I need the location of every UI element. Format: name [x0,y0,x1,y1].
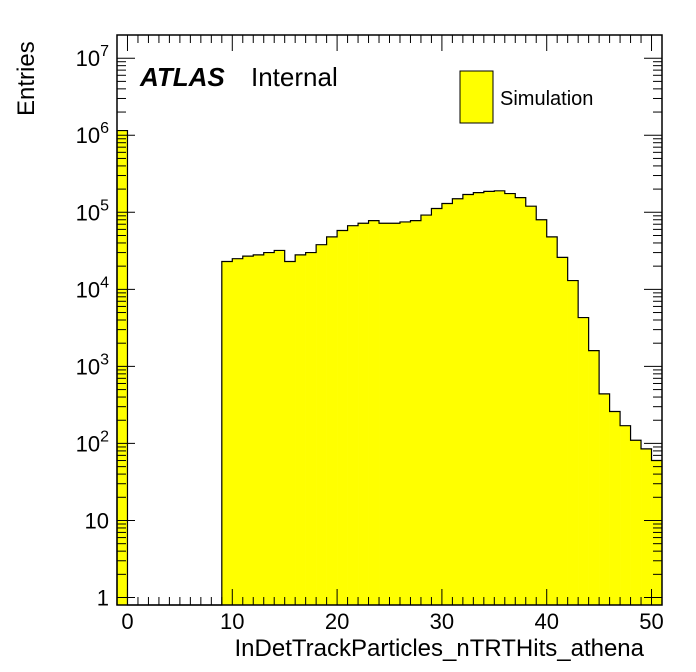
histogram-bars [117,130,663,606]
histogram-bar [263,252,275,605]
histogram-bar [117,130,128,605]
histogram-bar [515,197,527,605]
y-tick-label: 102 [76,428,109,456]
histogram-bar [578,317,589,605]
y-tick-label: 103 [76,351,109,379]
histogram-bar [316,244,327,605]
histogram-bar [253,254,265,606]
histogram-bar [609,411,621,605]
histogram-bar [420,215,432,606]
histogram-bar [452,198,464,605]
histogram-bar [295,254,306,606]
histogram-bar [536,219,548,605]
y-axis-title: Entries [13,41,40,116]
histogram-bar [483,191,495,605]
x-tick-label: 40 [534,609,558,634]
histogram-bar [305,252,317,605]
histogram-bar [221,261,233,605]
histogram-bar [462,194,474,606]
histogram-bar [431,208,443,606]
legend: Simulation [459,70,593,124]
histogram-bar [368,220,380,605]
histogram-bar [546,236,558,606]
histogram-bar [567,280,579,605]
histogram-bar [494,190,506,606]
y-tick-label: 104 [76,274,109,302]
histogram-outline [116,129,662,606]
histogram-bar [337,230,348,605]
legend-swatch [459,70,494,124]
axis-ticks [116,34,663,605]
histogram-bar [358,223,369,605]
y-tick-label: 10 [85,508,109,533]
histogram-bar [326,236,338,606]
histogram-bar [630,440,642,605]
histogram-bar [274,250,285,606]
histogram-bar [641,448,652,605]
histogram-bar [599,393,610,605]
atlas-internal-label: Internal [251,62,338,92]
x-tick-label: 30 [430,609,454,634]
histogram-bar [620,425,631,605]
x-axis-title: InDetTrackParticles_nTRTHits_athena [235,635,645,662]
histogram-bar [441,203,453,605]
histogram-bar [284,261,296,605]
histogram-bar [232,258,244,605]
histogram-bar [525,206,537,605]
histogram-bar [389,223,401,605]
histogram-bar [557,257,568,605]
histogram-bar [399,221,411,606]
x-tick-label: 0 [121,609,133,634]
histogram-bar [379,223,390,605]
histogram-bar [504,193,516,606]
histogram-bar [588,350,600,605]
histogram-bar [242,256,254,605]
y-tick-label: 105 [76,197,109,225]
histogram-bar [347,225,359,605]
histogram-bar [410,220,422,605]
x-tick-labels: 0 10 20 30 40 50 [121,609,663,634]
y-tick-label: 107 [76,43,109,71]
x-tick-label: 50 [639,609,663,634]
y-tick-label: 106 [76,120,109,148]
histogram-bar [473,192,485,605]
atlas-label: ATLAS [139,62,225,92]
legend-label: Simulation [500,88,593,110]
y-tick-labels: 1 10 102 103 104 105 106 107 [76,43,109,610]
x-tick-label: 10 [220,609,244,634]
x-tick-label: 20 [325,609,349,634]
y-tick-label: 1 [97,586,109,611]
